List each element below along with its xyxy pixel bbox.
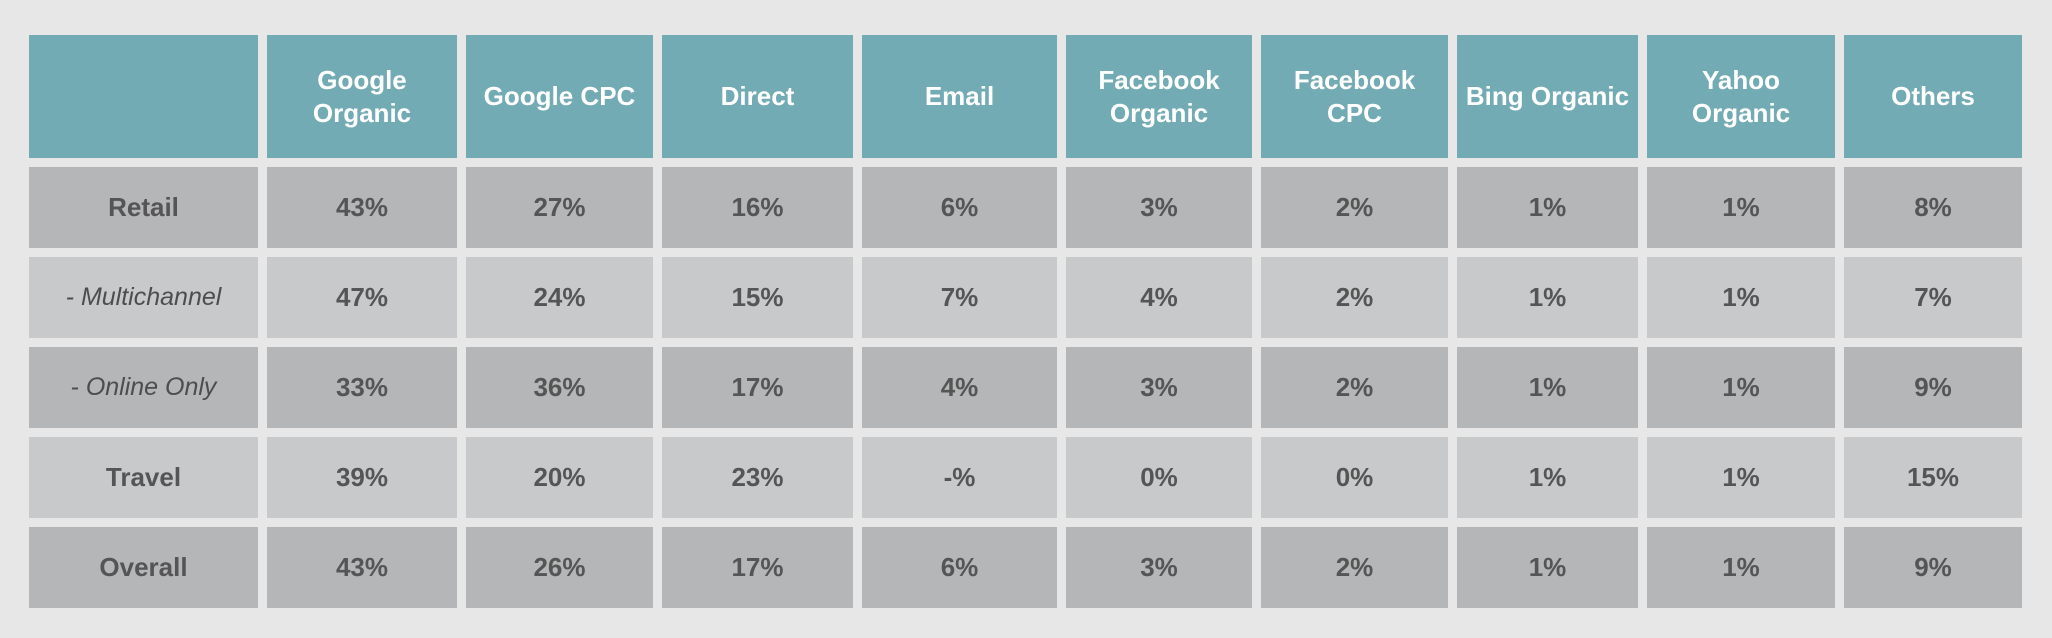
- column-header: Facebook CPC: [1261, 35, 1448, 158]
- cell: 8%: [1844, 167, 2022, 248]
- header-row: Google Organic Google CPC Direct Email Faceb…: [29, 35, 2022, 158]
- cell: 33%: [267, 347, 457, 428]
- cell: 43%: [267, 527, 457, 608]
- cell: 1%: [1647, 347, 1835, 428]
- cell: 1%: [1457, 347, 1638, 428]
- table-row: - Online Only 33% 36% 17% 4% 3% 2% 1% 1% 9%: [29, 347, 2022, 428]
- cell: 47%: [267, 257, 457, 338]
- data-table: Google Organic Google CPC Direct Email Faceb…: [20, 26, 2031, 617]
- row-label: - Multichannel: [29, 257, 258, 338]
- cell: 3%: [1066, 527, 1252, 608]
- cell: 36%: [466, 347, 653, 428]
- cell: 1%: [1457, 437, 1638, 518]
- cell: 43%: [267, 167, 457, 248]
- cell: 1%: [1457, 257, 1638, 338]
- cell: 24%: [466, 257, 653, 338]
- cell: 39%: [267, 437, 457, 518]
- cell: 9%: [1844, 527, 2022, 608]
- table-body: Retail 43% 27% 16% 6% 3% 2% 1% 1% 8% - Multichanne…: [29, 167, 2022, 608]
- cell: 4%: [1066, 257, 1252, 338]
- cell: 7%: [1844, 257, 2022, 338]
- column-header: Facebook Organic: [1066, 35, 1252, 158]
- cell: 7%: [862, 257, 1057, 338]
- cell: 1%: [1647, 167, 1835, 248]
- table-row: Retail 43% 27% 16% 6% 3% 2% 1% 1% 8%: [29, 167, 2022, 248]
- cell: 4%: [862, 347, 1057, 428]
- cell: 3%: [1066, 347, 1252, 428]
- cell: 23%: [662, 437, 853, 518]
- cell: 17%: [662, 527, 853, 608]
- column-header: Yahoo Organic: [1647, 35, 1835, 158]
- cell: 17%: [662, 347, 853, 428]
- column-header: Bing Organic: [1457, 35, 1638, 158]
- cell: 27%: [466, 167, 653, 248]
- cell: 2%: [1261, 257, 1448, 338]
- table-row: - Multichannel 47% 24% 15% 7% 4% 2% 1% 1% 7%: [29, 257, 2022, 338]
- row-label: - Online Only: [29, 347, 258, 428]
- cell: 2%: [1261, 167, 1448, 248]
- row-label: Travel: [29, 437, 258, 518]
- cell: 0%: [1261, 437, 1448, 518]
- cell: 6%: [862, 527, 1057, 608]
- cell: -%: [862, 437, 1057, 518]
- cell: 1%: [1457, 527, 1638, 608]
- corner-cell: [29, 35, 258, 158]
- cell: 16%: [662, 167, 853, 248]
- cell: 2%: [1261, 527, 1448, 608]
- cell: 15%: [662, 257, 853, 338]
- cell: 1%: [1647, 527, 1835, 608]
- cell: 15%: [1844, 437, 2022, 518]
- row-label: Retail: [29, 167, 258, 248]
- column-header: Others: [1844, 35, 2022, 158]
- cell: 26%: [466, 527, 653, 608]
- table-row: Travel 39% 20% 23% -% 0% 0% 1% 1% 15%: [29, 437, 2022, 518]
- cell: 1%: [1457, 167, 1638, 248]
- cell: 0%: [1066, 437, 1252, 518]
- row-label: Overall: [29, 527, 258, 608]
- cell: 1%: [1647, 257, 1835, 338]
- cell: 3%: [1066, 167, 1252, 248]
- table-row: Overall 43% 26% 17% 6% 3% 2% 1% 1% 9%: [29, 527, 2022, 608]
- column-header: Google CPC: [466, 35, 653, 158]
- column-header: Direct: [662, 35, 853, 158]
- cell: 9%: [1844, 347, 2022, 428]
- cell: 6%: [862, 167, 1057, 248]
- cell: 2%: [1261, 347, 1448, 428]
- cell: 1%: [1647, 437, 1835, 518]
- cell: 20%: [466, 437, 653, 518]
- column-header: Google Organic: [267, 35, 457, 158]
- column-header: Email: [862, 35, 1057, 158]
